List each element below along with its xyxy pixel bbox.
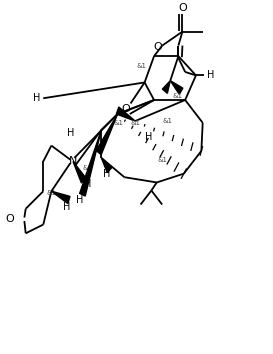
Polygon shape bbox=[51, 191, 70, 204]
Polygon shape bbox=[80, 130, 101, 196]
Text: &1: &1 bbox=[157, 156, 167, 162]
Text: O: O bbox=[178, 3, 187, 13]
Text: N: N bbox=[69, 156, 77, 166]
Text: &1: &1 bbox=[130, 120, 140, 126]
Polygon shape bbox=[116, 107, 135, 121]
Text: H: H bbox=[76, 195, 84, 205]
Text: O: O bbox=[121, 104, 130, 114]
Text: H: H bbox=[207, 70, 214, 80]
Text: H: H bbox=[145, 132, 152, 142]
Text: H: H bbox=[103, 169, 111, 179]
Text: &1: &1 bbox=[137, 63, 147, 69]
Text: O: O bbox=[5, 214, 14, 224]
Text: H: H bbox=[84, 179, 91, 189]
Text: &1: &1 bbox=[114, 120, 124, 126]
Text: &1: &1 bbox=[46, 190, 57, 196]
Text: H: H bbox=[33, 93, 41, 103]
Text: O: O bbox=[153, 42, 162, 52]
Polygon shape bbox=[162, 81, 170, 93]
Text: H: H bbox=[67, 129, 74, 138]
Polygon shape bbox=[96, 114, 118, 155]
Polygon shape bbox=[101, 158, 112, 173]
Polygon shape bbox=[73, 161, 86, 183]
Text: &1: &1 bbox=[172, 93, 182, 99]
Polygon shape bbox=[170, 81, 183, 94]
Text: &1: &1 bbox=[83, 165, 93, 171]
Text: &1: &1 bbox=[163, 118, 173, 124]
Text: H: H bbox=[63, 202, 70, 212]
